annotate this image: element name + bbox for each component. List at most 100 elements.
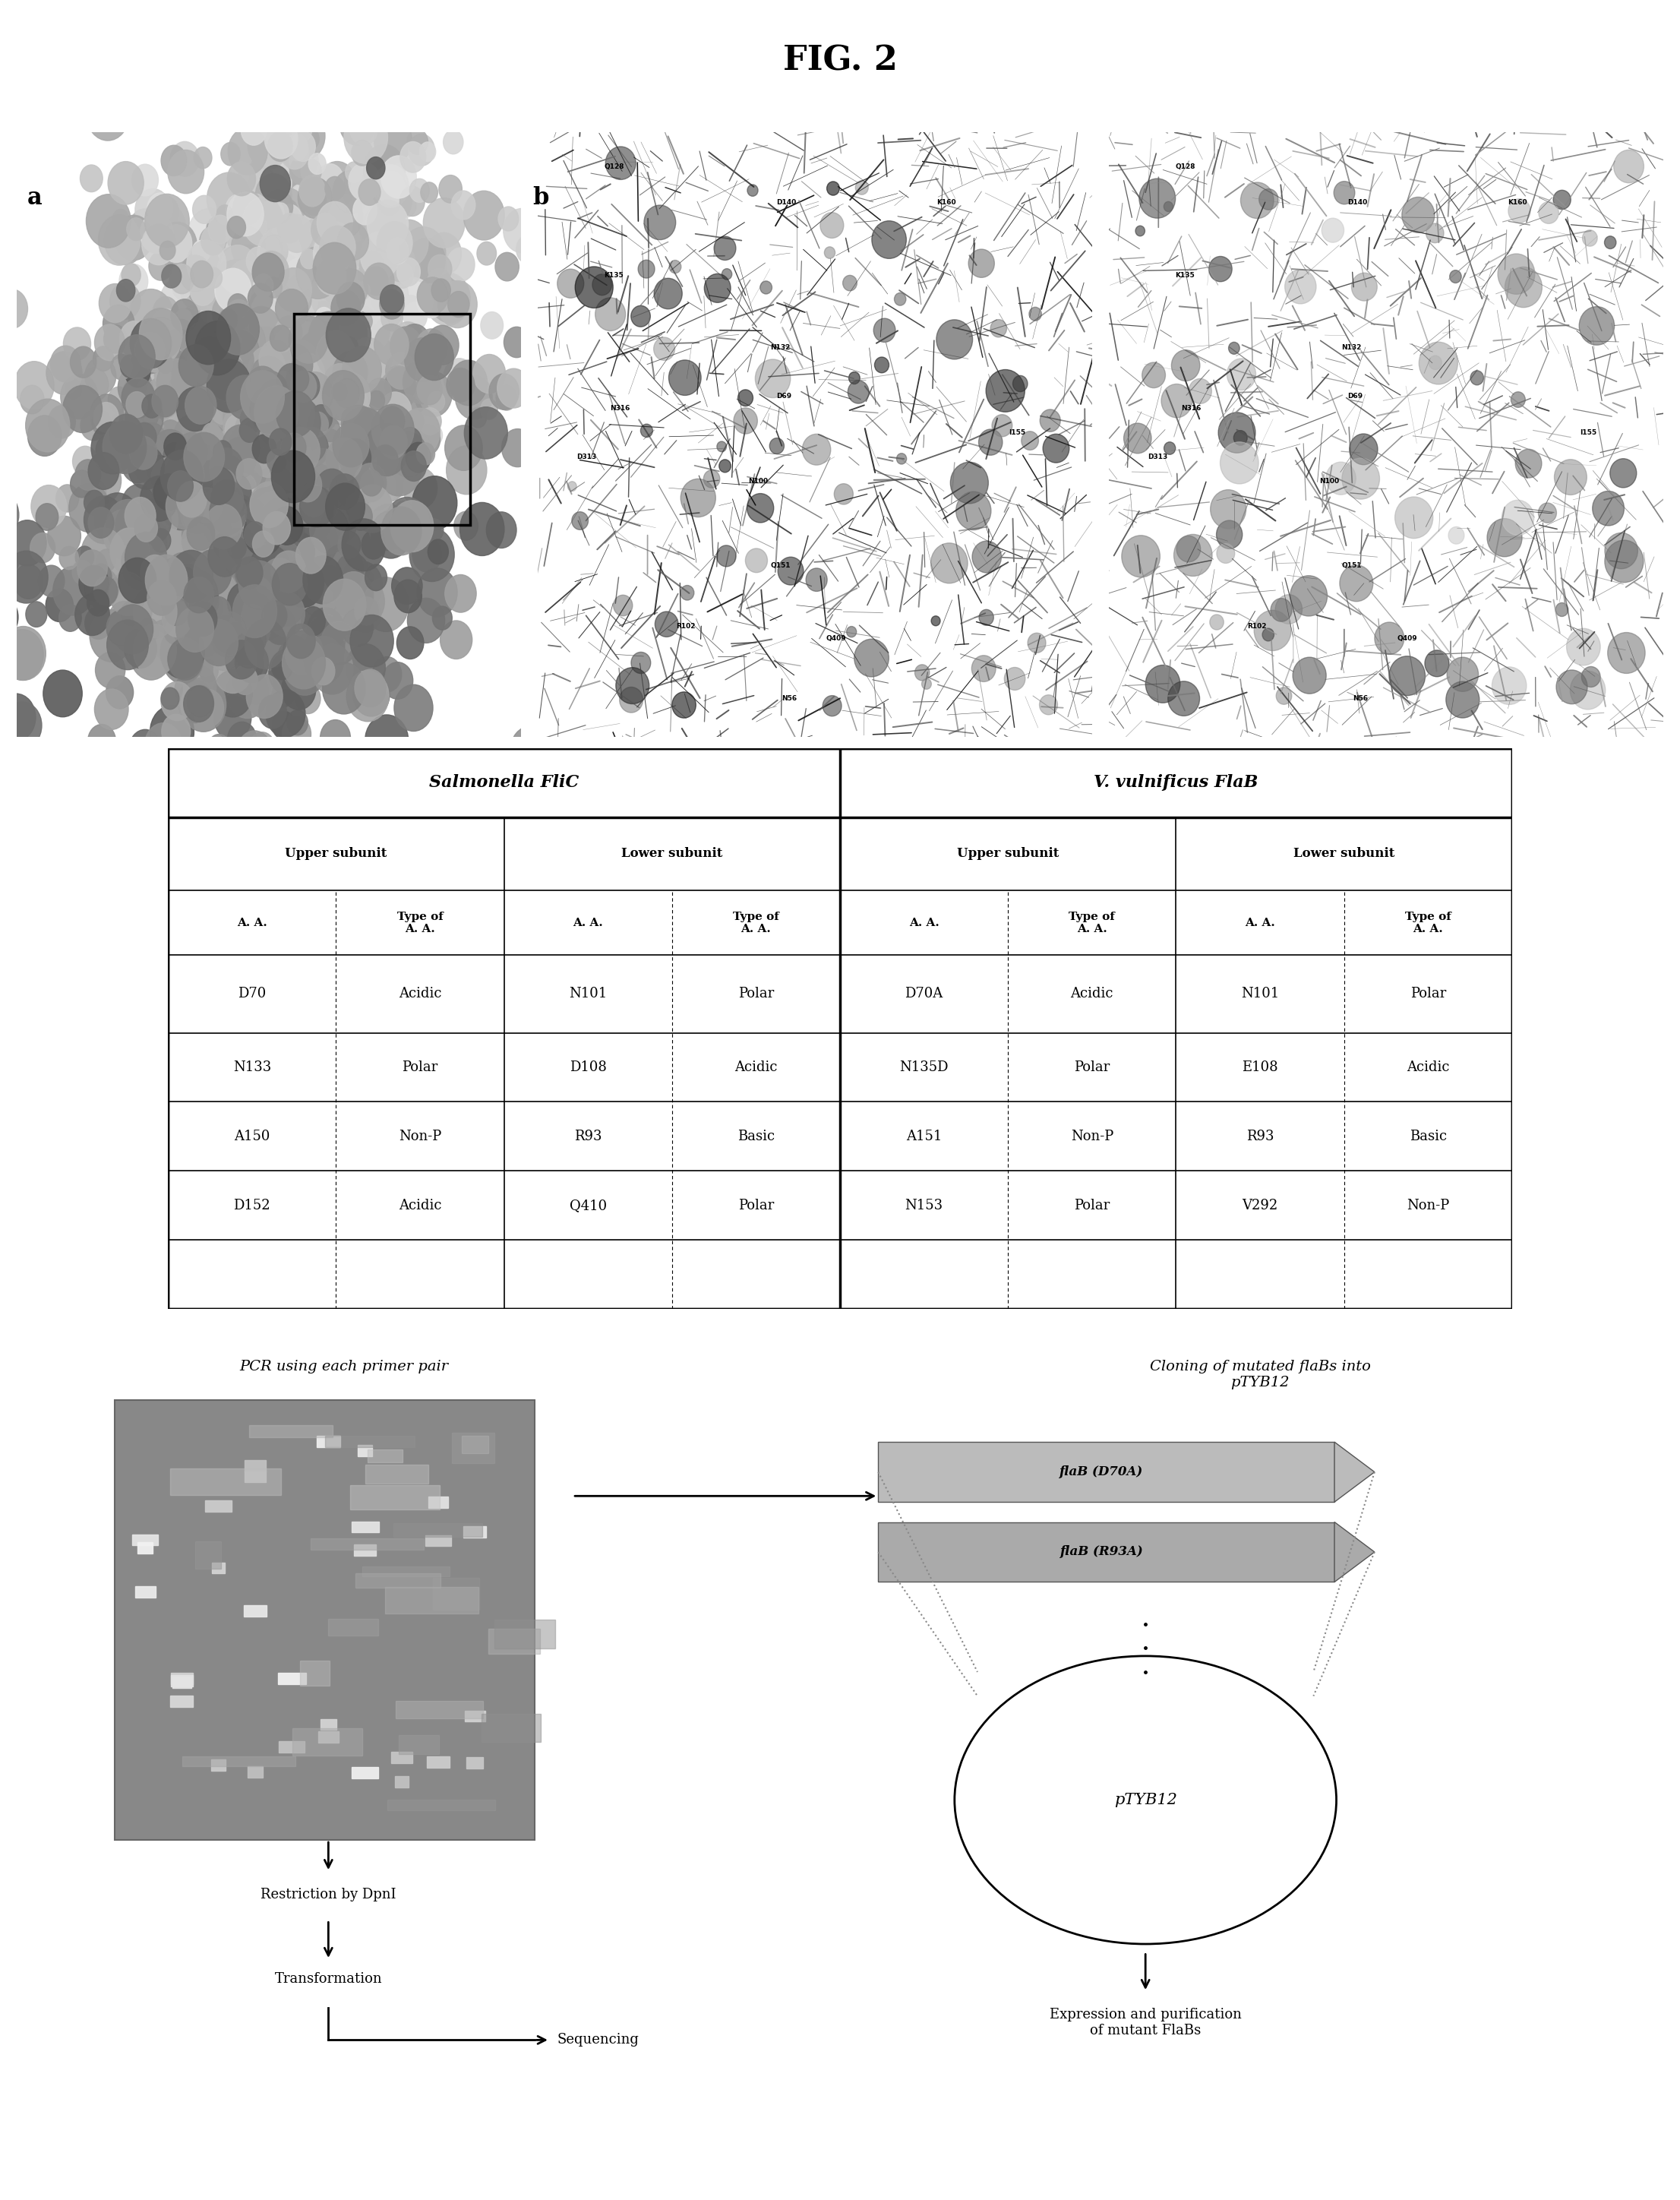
Circle shape	[259, 370, 277, 389]
Circle shape	[746, 548, 768, 572]
Circle shape	[380, 365, 417, 411]
Bar	[464, 1712, 486, 1723]
Circle shape	[504, 328, 529, 359]
Circle shape	[400, 409, 440, 455]
Circle shape	[311, 213, 339, 246]
Circle shape	[228, 295, 247, 317]
Circle shape	[1571, 671, 1606, 708]
Circle shape	[370, 174, 412, 224]
Circle shape	[286, 365, 309, 394]
Circle shape	[250, 156, 292, 207]
Circle shape	[237, 207, 267, 242]
Circle shape	[106, 609, 136, 647]
Circle shape	[748, 185, 758, 196]
Text: Acidic: Acidic	[1070, 988, 1114, 1001]
Circle shape	[212, 612, 247, 653]
Circle shape	[349, 614, 393, 667]
Bar	[351, 1767, 378, 1778]
Circle shape	[30, 486, 67, 528]
Circle shape	[139, 475, 178, 521]
Circle shape	[244, 420, 267, 449]
Circle shape	[390, 431, 427, 477]
Circle shape	[208, 735, 230, 761]
Circle shape	[277, 205, 302, 235]
Circle shape	[210, 449, 244, 488]
Circle shape	[124, 629, 156, 669]
Text: pTYB12: pTYB12	[1114, 1793, 1178, 1806]
Circle shape	[1142, 363, 1166, 387]
Circle shape	[265, 295, 304, 341]
Circle shape	[223, 537, 259, 579]
Circle shape	[274, 370, 318, 420]
Circle shape	[205, 596, 230, 627]
Circle shape	[139, 213, 173, 253]
Circle shape	[213, 343, 249, 387]
Circle shape	[334, 618, 353, 640]
Circle shape	[312, 356, 334, 383]
Circle shape	[301, 607, 326, 636]
Circle shape	[129, 209, 158, 244]
Circle shape	[312, 229, 353, 275]
Circle shape	[319, 618, 344, 649]
Circle shape	[240, 328, 274, 367]
Circle shape	[287, 183, 331, 233]
Circle shape	[234, 319, 249, 337]
Circle shape	[270, 506, 302, 546]
Circle shape	[222, 801, 264, 849]
Text: Polar: Polar	[738, 1199, 774, 1212]
Circle shape	[234, 664, 257, 695]
Circle shape	[272, 711, 296, 739]
Circle shape	[304, 301, 343, 348]
Circle shape	[380, 290, 405, 319]
Circle shape	[240, 664, 272, 704]
Circle shape	[180, 370, 207, 400]
Circle shape	[1426, 224, 1443, 242]
Circle shape	[1040, 409, 1060, 431]
Circle shape	[418, 407, 442, 436]
Circle shape	[353, 407, 373, 433]
Circle shape	[207, 172, 250, 224]
Circle shape	[825, 246, 835, 260]
Circle shape	[237, 557, 262, 590]
Circle shape	[81, 455, 121, 504]
Circle shape	[334, 572, 373, 618]
Circle shape	[249, 345, 286, 389]
Circle shape	[197, 565, 213, 587]
Circle shape	[1122, 535, 1159, 576]
Circle shape	[312, 403, 336, 431]
Circle shape	[951, 462, 988, 504]
Circle shape	[173, 609, 198, 640]
Bar	[428, 1496, 449, 1507]
Circle shape	[250, 356, 287, 403]
Circle shape	[338, 354, 368, 389]
Circle shape	[186, 310, 230, 365]
Circle shape	[319, 418, 339, 442]
Circle shape	[916, 664, 929, 680]
Circle shape	[81, 411, 106, 440]
Circle shape	[309, 506, 349, 554]
Circle shape	[803, 433, 830, 464]
Circle shape	[1240, 183, 1273, 218]
Circle shape	[227, 216, 245, 238]
Circle shape	[296, 297, 334, 343]
Text: Non-P: Non-P	[1406, 1199, 1450, 1212]
Circle shape	[141, 202, 186, 255]
Circle shape	[260, 165, 291, 202]
Circle shape	[158, 222, 197, 268]
Circle shape	[314, 570, 339, 598]
Circle shape	[262, 418, 294, 455]
Circle shape	[1450, 271, 1462, 284]
Circle shape	[319, 447, 336, 466]
Circle shape	[165, 559, 200, 601]
Circle shape	[1290, 576, 1327, 616]
Circle shape	[391, 339, 412, 363]
Circle shape	[202, 422, 220, 444]
Circle shape	[188, 422, 225, 466]
Circle shape	[363, 576, 408, 631]
Bar	[393, 1522, 482, 1536]
Circle shape	[823, 695, 842, 717]
Circle shape	[346, 341, 388, 392]
Circle shape	[92, 345, 114, 372]
Circle shape	[134, 515, 158, 541]
Circle shape	[464, 191, 504, 240]
